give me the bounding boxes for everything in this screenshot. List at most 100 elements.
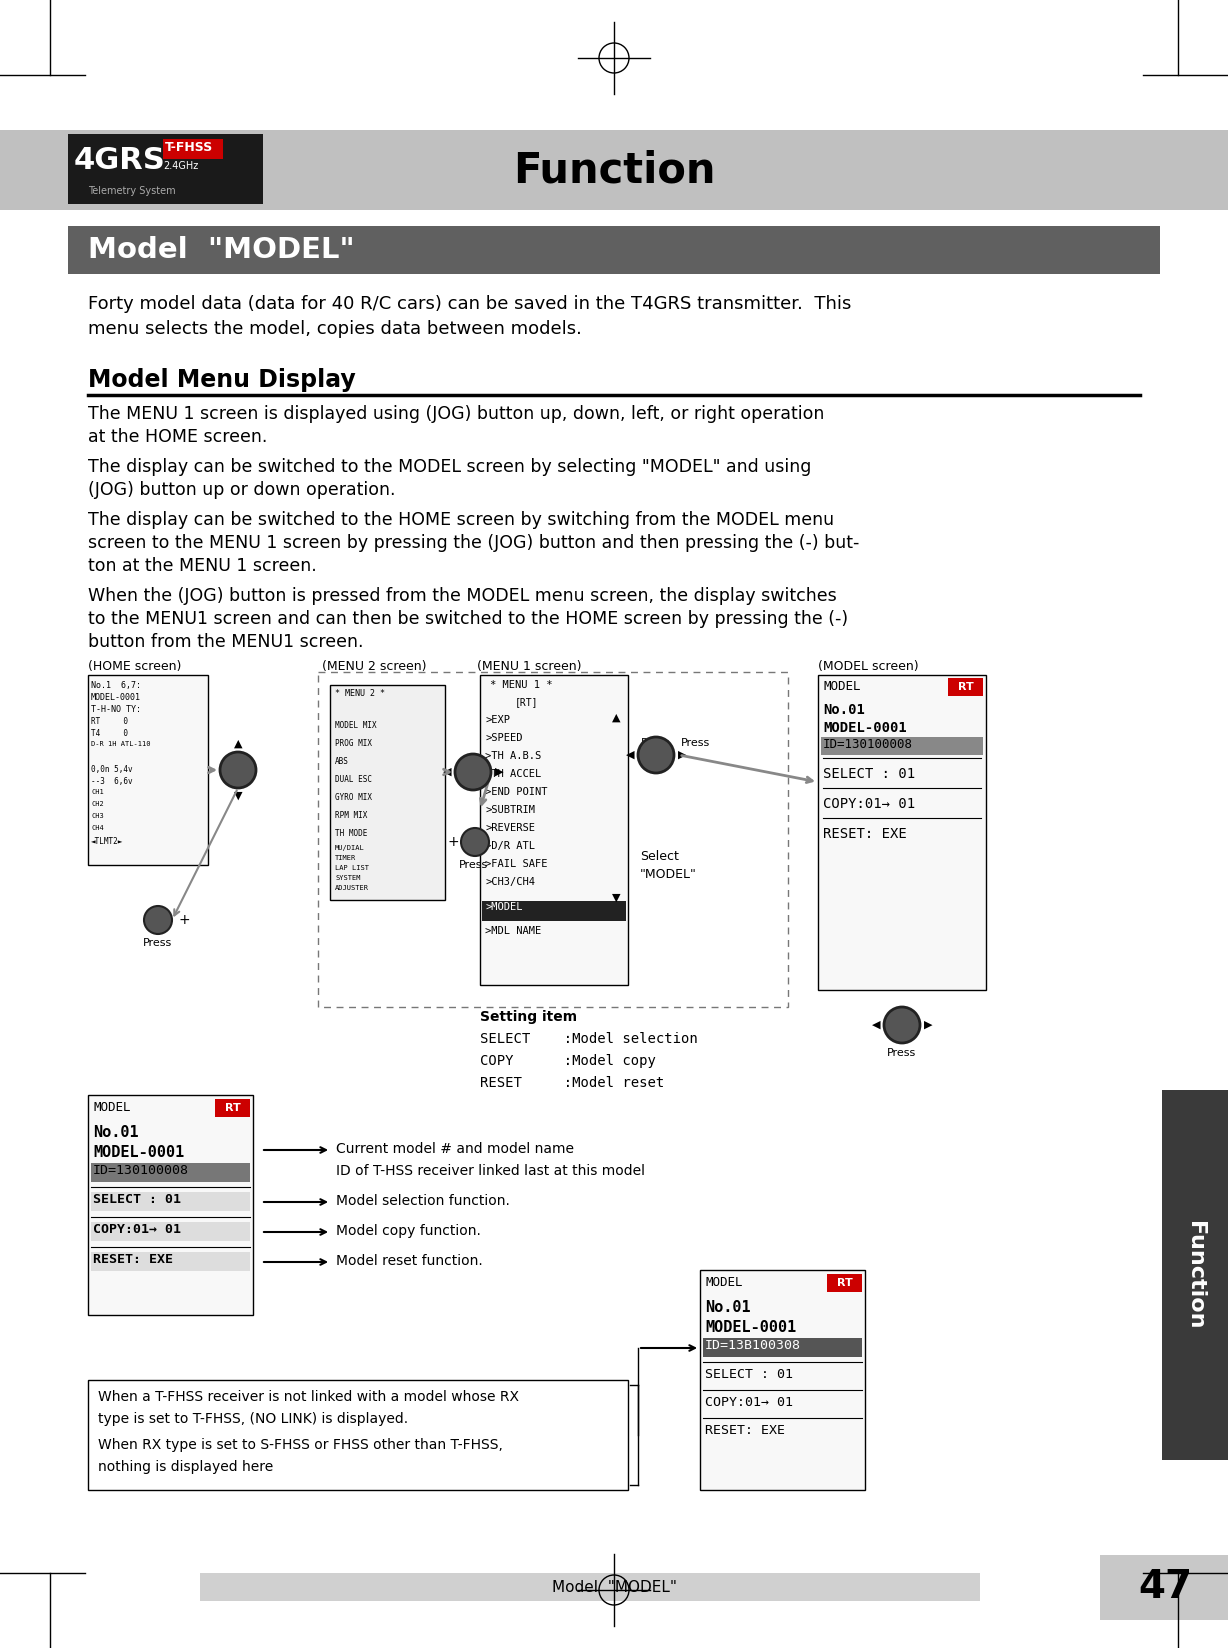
Text: >FAIL SAFE: >FAIL SAFE: [485, 859, 548, 868]
Text: MODEL: MODEL: [705, 1276, 743, 1289]
Bar: [1162, 1089, 1228, 1460]
Text: RPM MIX: RPM MIX: [335, 811, 367, 821]
Circle shape: [220, 751, 255, 788]
Bar: [68, 226, 1160, 274]
Text: −: −: [151, 911, 166, 929]
Text: ▼: ▼: [233, 791, 242, 801]
Text: COPY      :Model copy: COPY :Model copy: [480, 1055, 656, 1068]
Text: Model selection function.: Model selection function.: [336, 1195, 510, 1208]
Text: >EXP: >EXP: [485, 715, 510, 725]
Text: ton at the MENU 1 screen.: ton at the MENU 1 screen.: [88, 557, 317, 575]
Text: >REVERSE: >REVERSE: [485, 822, 535, 832]
Text: >SUBTRIM: >SUBTRIM: [485, 804, 535, 816]
Text: ▶: ▶: [495, 766, 503, 776]
Text: to the MENU1 screen and can then be switched to the HOME screen by pressing the : to the MENU1 screen and can then be swit…: [88, 610, 849, 628]
Text: Model  "MODEL": Model "MODEL": [88, 236, 355, 264]
Text: Telemetry System: Telemetry System: [88, 186, 176, 196]
Text: J: J: [236, 763, 241, 778]
Text: Select: Select: [640, 850, 679, 864]
Text: (MODEL screen): (MODEL screen): [818, 659, 919, 672]
Text: 4GRS: 4GRS: [74, 147, 166, 175]
Text: The MENU 1 screen is displayed using (JOG) button up, down, left, or right opera: The MENU 1 screen is displayed using (JO…: [88, 405, 824, 424]
Text: (MENU 2 screen): (MENU 2 screen): [322, 659, 426, 672]
Text: T4     0: T4 0: [91, 728, 128, 738]
Text: When RX type is set to S-FHSS or FHSS other than T-FHSS,: When RX type is set to S-FHSS or FHSS ot…: [98, 1439, 503, 1452]
Text: ◀: ◀: [625, 750, 634, 760]
Text: screen to the MENU 1 screen by pressing the (JOG) button and then pressing the (: screen to the MENU 1 screen by pressing …: [88, 534, 860, 552]
Text: SELECT : 01: SELECT : 01: [93, 1193, 181, 1206]
Bar: [700, 1271, 865, 1490]
Text: * MENU 1 *: * MENU 1 *: [490, 681, 553, 691]
Text: >MODEL: >MODEL: [485, 901, 522, 911]
Text: RESET     :Model reset: RESET :Model reset: [480, 1076, 664, 1089]
Text: RT: RT: [958, 682, 974, 692]
Text: Press: Press: [458, 860, 488, 870]
Text: MODEL-0001: MODEL-0001: [91, 694, 141, 702]
Text: Model Menu Display: Model Menu Display: [88, 368, 356, 392]
Text: RESET: EXE: RESET: EXE: [93, 1252, 173, 1266]
Text: ▲: ▲: [612, 714, 620, 723]
Text: GYRO MIX: GYRO MIX: [335, 793, 372, 803]
Text: ◀: ◀: [442, 766, 451, 776]
Text: 47: 47: [1138, 1567, 1192, 1607]
Text: No.01: No.01: [705, 1300, 750, 1315]
Text: ▶: ▶: [923, 1020, 932, 1030]
Text: ABS: ABS: [335, 756, 349, 766]
Text: ◀: ◀: [872, 1020, 880, 1030]
Text: >D/R ATL: >D/R ATL: [485, 840, 535, 850]
Bar: [88, 676, 208, 865]
Text: When a T-FHSS receiver is not linked with a model whose RX: When a T-FHSS receiver is not linked wit…: [98, 1389, 519, 1404]
Text: 0,0n 5,4v: 0,0n 5,4v: [91, 765, 133, 775]
Text: +: +: [447, 836, 459, 849]
Text: >END POINT: >END POINT: [485, 788, 548, 798]
Text: SELECT    :Model selection: SELECT :Model selection: [480, 1032, 698, 1046]
Text: J: J: [653, 748, 658, 763]
Text: +: +: [178, 913, 189, 928]
Text: RESET: EXE: RESET: EXE: [705, 1424, 785, 1437]
Text: Model reset function.: Model reset function.: [336, 1254, 483, 1267]
Text: Press: Press: [682, 738, 711, 748]
Text: RESET: EXE: RESET: EXE: [823, 827, 906, 840]
Bar: [163, 138, 223, 158]
Text: LAP LIST: LAP LIST: [335, 865, 368, 872]
Text: (HOME screen): (HOME screen): [88, 659, 182, 672]
Circle shape: [456, 755, 491, 789]
Bar: [91, 1192, 251, 1211]
Text: (MENU 1 screen): (MENU 1 screen): [476, 659, 582, 672]
Bar: [480, 676, 628, 986]
Text: (JOG) button up or down operation.: (JOG) button up or down operation.: [88, 481, 395, 499]
Bar: [330, 686, 445, 900]
Text: Function: Function: [513, 148, 715, 191]
Text: nothing is displayed here: nothing is displayed here: [98, 1460, 274, 1473]
Text: J: J: [899, 1017, 905, 1033]
Bar: [91, 1163, 251, 1182]
Text: COPY:01→ 01: COPY:01→ 01: [93, 1223, 181, 1236]
Text: >CH3/CH4: >CH3/CH4: [485, 877, 535, 887]
Text: No.01: No.01: [823, 704, 865, 717]
Bar: [1100, 1556, 1228, 1620]
Text: ID=13B100308: ID=13B100308: [705, 1338, 801, 1351]
Text: ID=130100008: ID=130100008: [823, 738, 912, 751]
Text: ◄TLMT2►: ◄TLMT2►: [91, 837, 123, 845]
Bar: [0, 130, 1228, 209]
Text: [RT]: [RT]: [515, 697, 539, 707]
Text: ▲: ▲: [233, 738, 242, 748]
Text: J: J: [470, 765, 475, 780]
Bar: [483, 901, 626, 921]
Text: >TH A.B.S: >TH A.B.S: [485, 751, 542, 761]
Bar: [826, 1274, 862, 1292]
Text: menu selects the model, copies data between models.: menu selects the model, copies data betw…: [88, 320, 582, 338]
Text: RT: RT: [225, 1103, 241, 1112]
Text: MODEL-0001: MODEL-0001: [705, 1320, 796, 1335]
Bar: [200, 1572, 980, 1600]
Text: RT     0: RT 0: [91, 717, 128, 727]
Text: "MODEL": "MODEL": [640, 868, 696, 882]
Bar: [318, 672, 788, 1007]
Bar: [68, 133, 263, 204]
Text: Press: Press: [144, 938, 173, 948]
Text: >SPEED: >SPEED: [485, 733, 522, 743]
Circle shape: [884, 1007, 920, 1043]
Bar: [215, 1099, 251, 1117]
Text: >MDL NAME: >MDL NAME: [485, 926, 542, 936]
Text: CH3: CH3: [91, 812, 103, 819]
